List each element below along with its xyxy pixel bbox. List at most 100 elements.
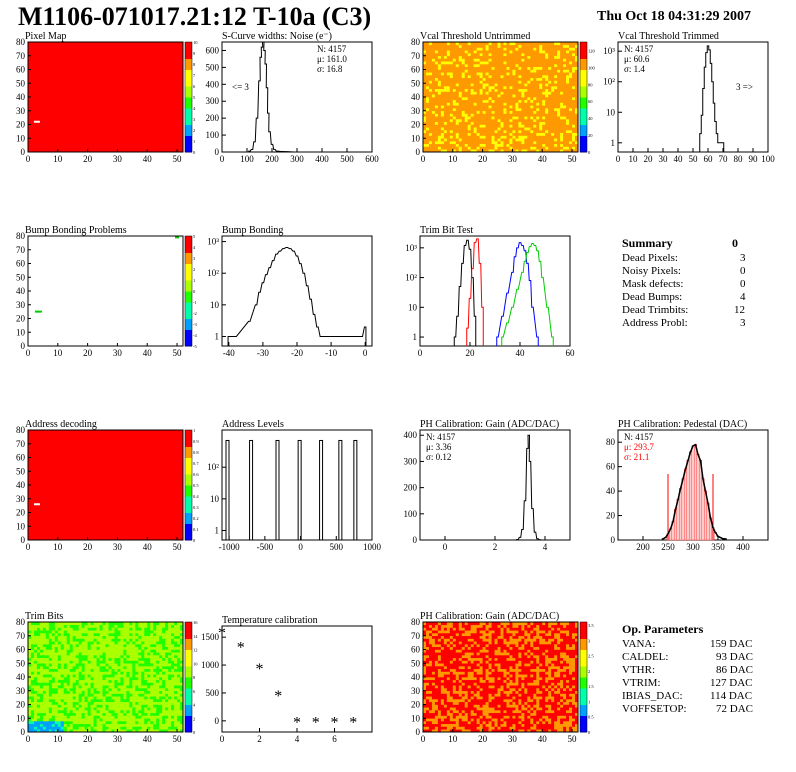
heatmap-cell: [168, 701, 172, 705]
heatmap-cell: [503, 132, 507, 136]
heatmap-cell: [536, 124, 540, 128]
heatmap-cell: [39, 633, 44, 637]
heatmap-cell: [33, 704, 38, 708]
chart-title: Bump Bonding Problems: [25, 225, 127, 236]
color-scale-label: 0: [193, 538, 196, 543]
heatmap-cell: [132, 655, 136, 659]
heatmap-cell: [461, 91, 466, 95]
heatmap-cell: [126, 693, 130, 697]
heatmap-cell: [126, 690, 130, 694]
color-scale-segment: [580, 80, 587, 87]
y-tick-label: 200: [404, 483, 418, 493]
heatmap-cell: [431, 622, 436, 626]
heatmap-cell: [491, 47, 495, 51]
heatmap-cell: [180, 712, 184, 716]
heatmap-cell: [99, 671, 103, 675]
heatmap-cell: [108, 655, 112, 659]
heatmap-cell: [108, 638, 112, 642]
heatmap-cell: [135, 677, 139, 681]
heatmap-cell: [132, 726, 136, 730]
heatmap-cell: [479, 99, 483, 103]
heatmap-cell: [497, 88, 501, 92]
heatmap-cell: [458, 116, 463, 120]
x-tick-label: 0: [26, 348, 31, 358]
heatmap-cell: [437, 688, 442, 692]
heatmap-cell: [518, 64, 522, 68]
heatmap-cell: [93, 685, 97, 689]
heatmap-cell: [482, 130, 486, 134]
heatmap-cell: [464, 110, 469, 114]
heatmap-cell: [482, 113, 486, 117]
heatmap-cell: [63, 633, 68, 637]
heatmap-cell: [78, 666, 82, 670]
heatmap-cell: [437, 696, 442, 700]
heatmap-cell: [491, 149, 495, 153]
histogram-fill: [696, 454, 700, 541]
heatmap-cell: [132, 644, 136, 648]
heatmap-cell: [437, 721, 442, 725]
color-scale-segment: [185, 699, 192, 705]
heatmap-cell: [150, 641, 154, 645]
heatmap-cell: [488, 143, 492, 147]
heatmap-cell: [423, 83, 427, 87]
heatmap-cell: [425, 86, 430, 90]
heatmap-cell: [503, 97, 507, 101]
heatmap-cell: [138, 649, 142, 653]
heatmap-cell: [60, 652, 65, 656]
heatmap-cell: [518, 58, 522, 62]
heatmap-cell: [123, 690, 127, 694]
heatmap-cell: [452, 42, 457, 46]
y-tick-label: 80: [606, 437, 616, 447]
histogram-spike: [225, 439, 230, 541]
heatmap-cell: [443, 113, 448, 117]
heatmap-cell: [494, 121, 498, 125]
heatmap-cell: [156, 721, 160, 725]
heatmap-cell: [434, 69, 439, 73]
heatmap-cell: [476, 97, 480, 101]
heatmap-cell: [500, 132, 504, 136]
heatmap-cell: [533, 127, 537, 131]
heatmap-cell: [138, 666, 142, 670]
heatmap-cell: [473, 94, 477, 98]
heatmap-cell: [431, 657, 436, 661]
heatmap-cell: [135, 635, 139, 639]
heatmap-cell: [120, 685, 124, 689]
heatmap-cell: [111, 699, 115, 703]
heatmap-cell: [440, 105, 445, 109]
heatmap-cell: [506, 91, 510, 95]
heatmap-cell: [28, 682, 32, 686]
y-tick-label: 70: [16, 245, 26, 255]
heatmap-cell: [150, 644, 154, 648]
heatmap-cell: [90, 696, 94, 700]
heatmap-cell: [476, 110, 480, 114]
heatmap-cell: [81, 712, 85, 716]
heatmap-cell: [117, 663, 121, 667]
heatmap-cell: [542, 58, 546, 62]
heatmap-cell: [491, 135, 495, 139]
heatmap-cell: [93, 644, 97, 648]
heatmap-cell: [177, 690, 181, 694]
heatmap-cell: [57, 715, 62, 719]
heatmap-cell: [458, 47, 463, 51]
y-tick-label: 30: [16, 494, 26, 504]
heatmap-cell: [470, 124, 474, 128]
heatmap-cell: [554, 64, 558, 68]
heatmap-cell: [539, 58, 543, 62]
heatmap-cell: [177, 624, 181, 628]
heatmap-cell: [461, 132, 466, 136]
heatmap-cell: [428, 635, 433, 639]
heatmap-cell: [28, 701, 32, 705]
heatmap-cell: [144, 638, 148, 642]
heatmap-cell: [425, 690, 430, 694]
y-tick-label: 0: [21, 727, 26, 737]
heatmap-cell: [497, 86, 501, 90]
heatmap-cell: [93, 712, 97, 716]
heatmap-cell: [554, 55, 558, 59]
heatmap-cell: [557, 88, 561, 92]
heatmap-cell: [431, 652, 436, 656]
heatmap-cell: [162, 641, 166, 645]
color-scale-segment: [185, 479, 192, 486]
heatmap-cell: [482, 146, 486, 150]
color-scale-label: 0: [193, 289, 196, 294]
heatmap-cell: [458, 146, 463, 150]
